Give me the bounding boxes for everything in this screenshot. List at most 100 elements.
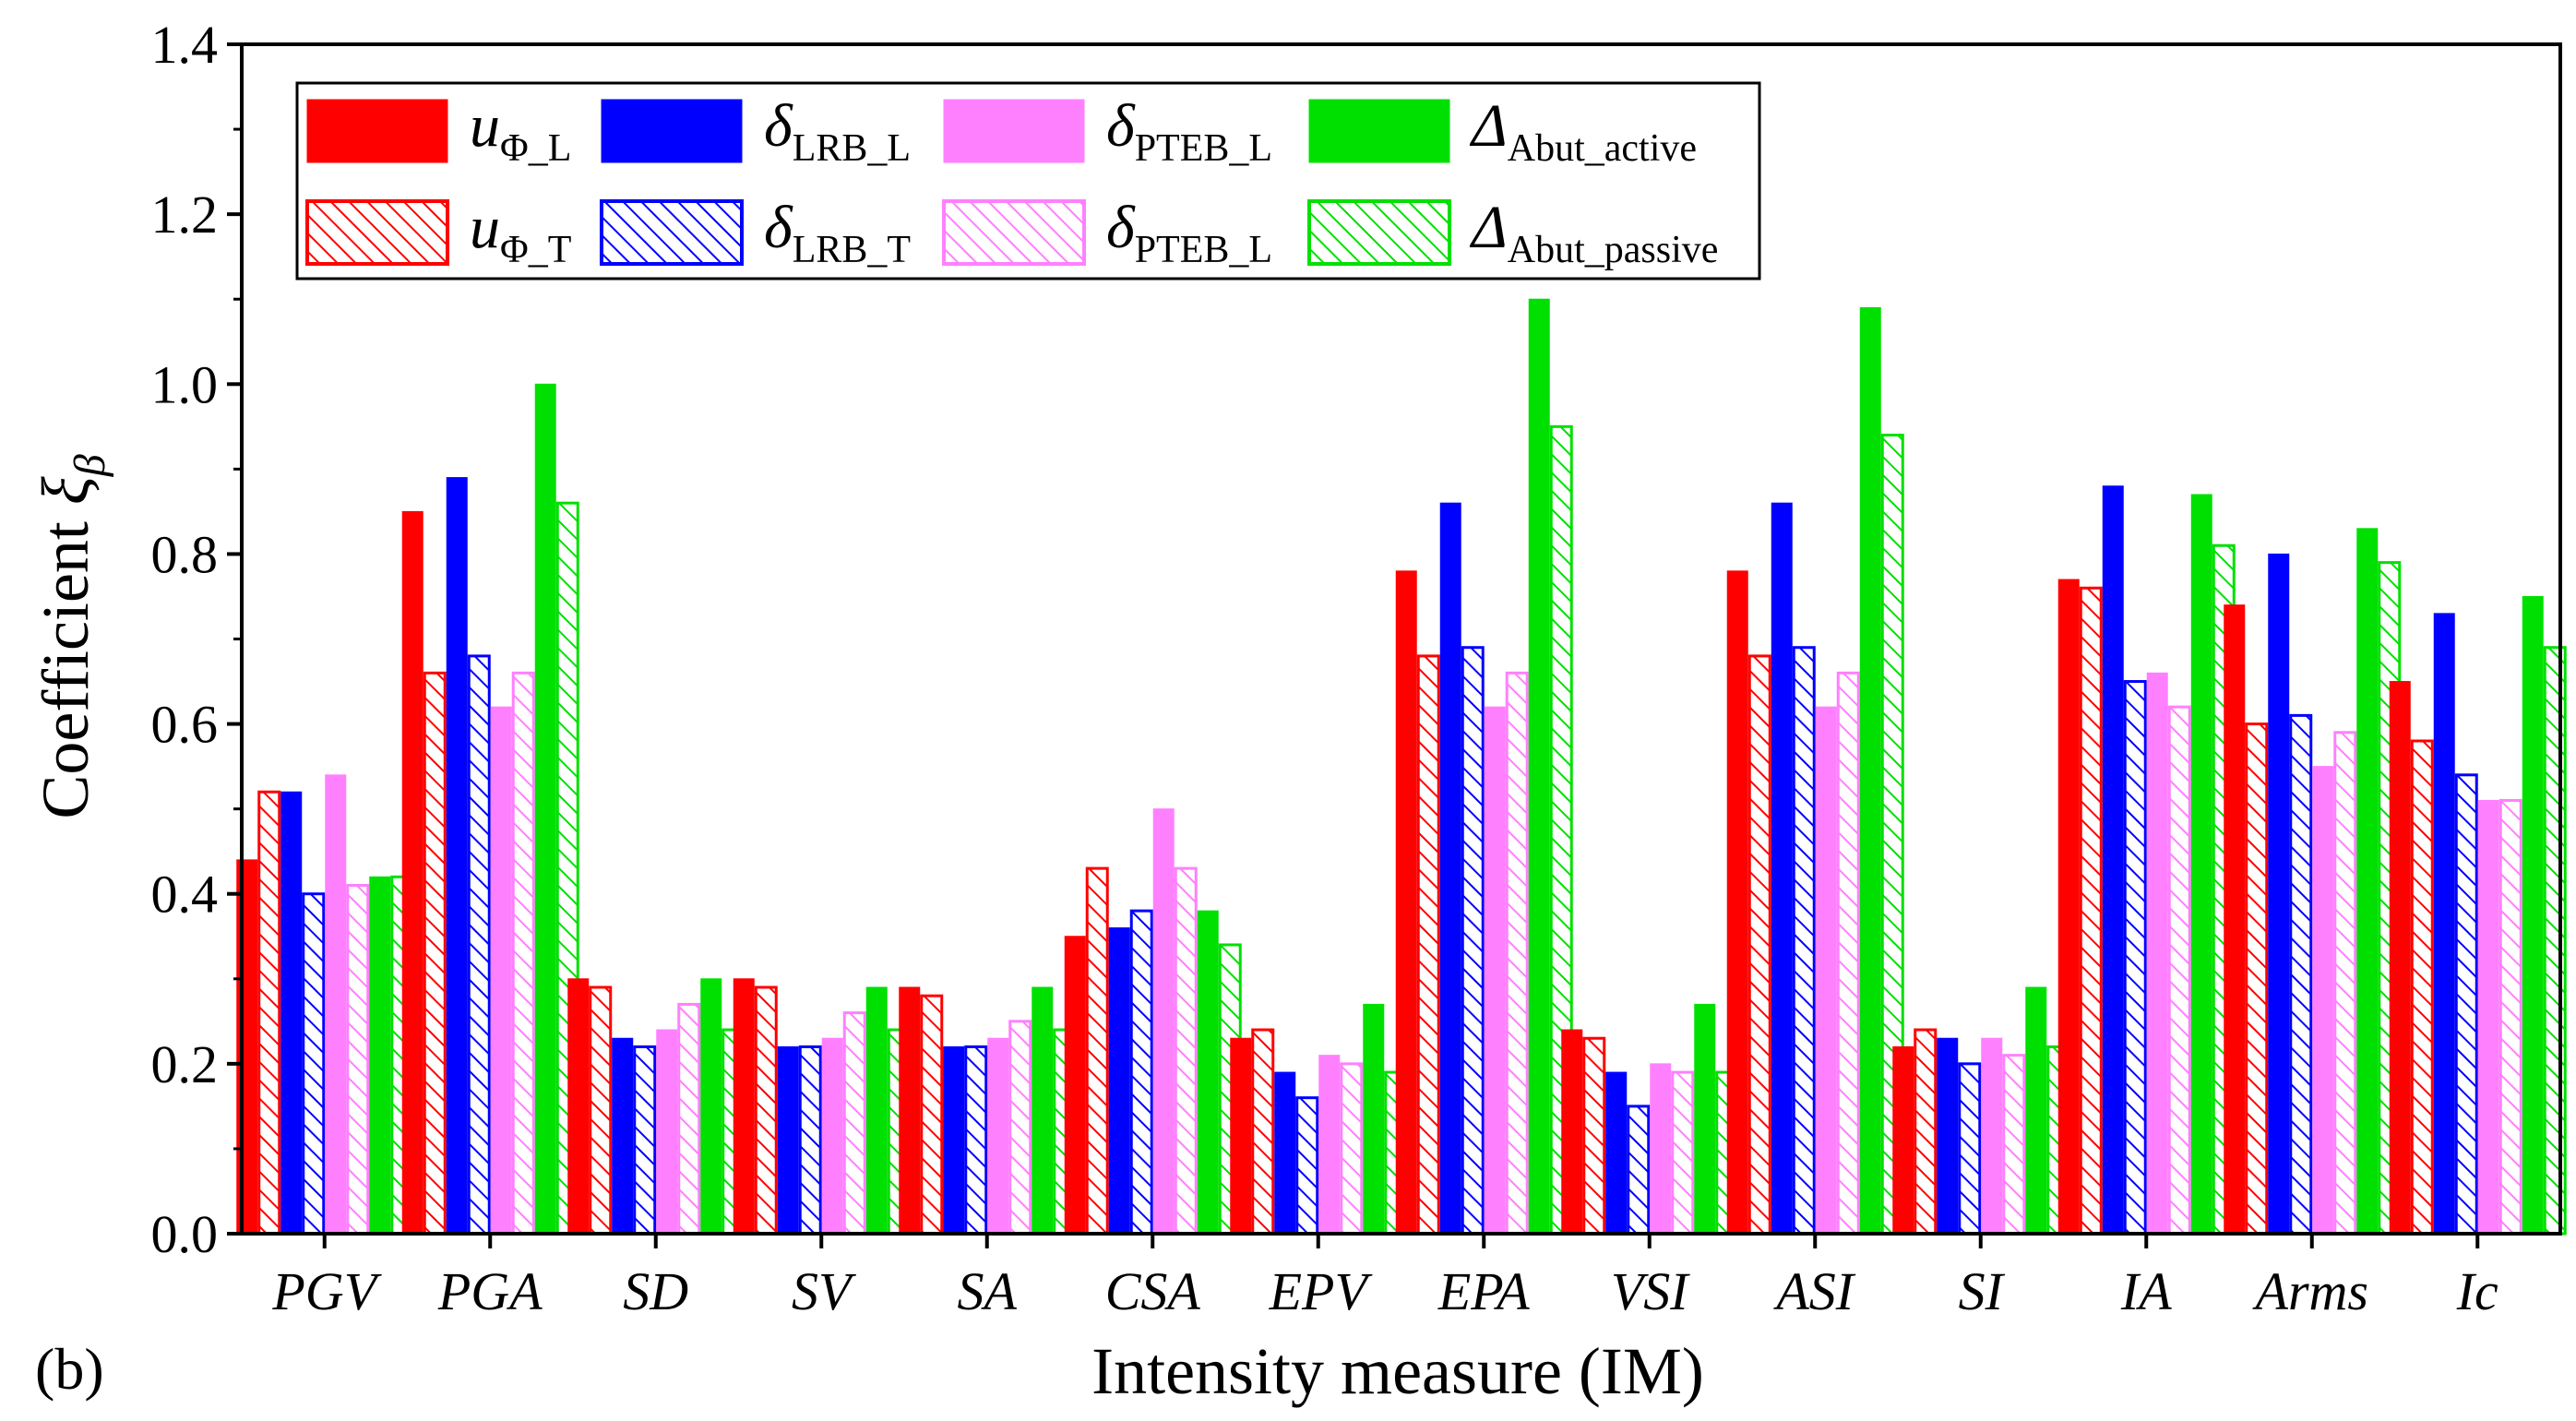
bar-vsi-series-3 bbox=[1605, 1071, 1628, 1235]
y-tick-label: 1.2 bbox=[151, 185, 219, 245]
bar-ic-series-5 bbox=[2477, 799, 2499, 1235]
legend-swatch-4 bbox=[600, 199, 744, 266]
bar-vsi-series-2 bbox=[1582, 1036, 1606, 1236]
x-axis-title: Intensity measure (IM) bbox=[1091, 1334, 1704, 1408]
bar-pga-series-1 bbox=[401, 510, 423, 1235]
x-tick-label-ia: IA bbox=[2120, 1261, 2172, 1321]
bar-ic-series-3 bbox=[2433, 613, 2455, 1235]
bar-csa-series-3 bbox=[1108, 927, 1130, 1235]
bar-arms-series-1 bbox=[2224, 604, 2246, 1235]
legend-label-1: uΦ_L bbox=[470, 92, 571, 170]
bar-sv-series-2 bbox=[754, 985, 778, 1236]
bar-ia-series-6 bbox=[2167, 705, 2191, 1236]
bar-vsi-series-6 bbox=[1671, 1070, 1695, 1236]
bar-sa-series-7 bbox=[1032, 986, 1054, 1235]
bar-sa-series-2 bbox=[920, 994, 944, 1236]
y-tick-label: 0.6 bbox=[151, 695, 219, 755]
bar-epa-series-2 bbox=[1416, 654, 1440, 1236]
bar-ic-series-2 bbox=[2410, 739, 2434, 1236]
bar-si-series-7 bbox=[2025, 986, 2047, 1235]
bar-vsi-series-7 bbox=[1694, 1003, 1716, 1235]
bar-ia-series-2 bbox=[2079, 586, 2103, 1236]
bar-pgv-series-4 bbox=[302, 892, 326, 1236]
bar-ic-series-6 bbox=[2498, 798, 2522, 1236]
bar-sd-series-7 bbox=[700, 978, 722, 1235]
legend-label-6: δPTEB_L bbox=[1106, 194, 1272, 271]
bar-asi-series-7 bbox=[1859, 306, 1881, 1235]
legend-label-3: δLRB_L bbox=[764, 92, 911, 170]
bar-epv-series-3 bbox=[1274, 1071, 1296, 1235]
x-tick-label-pgv: PGV bbox=[271, 1261, 382, 1321]
bar-sa-series-5 bbox=[987, 1037, 1009, 1235]
bar-pga-series-2 bbox=[423, 671, 447, 1236]
legend-label-7: ΔAbut_active bbox=[1469, 92, 1697, 170]
bar-asi-series-5 bbox=[1815, 706, 1837, 1235]
bar-si-series-5 bbox=[1981, 1037, 2003, 1235]
bar-sd-series-4 bbox=[633, 1045, 657, 1236]
bar-csa-series-6 bbox=[1174, 866, 1198, 1236]
bar-ia-series-7 bbox=[2190, 494, 2212, 1235]
bar-csa-series-7 bbox=[1197, 910, 1219, 1235]
bar-epa-series-4 bbox=[1461, 646, 1485, 1236]
y-tick-label: 1.0 bbox=[151, 354, 219, 414]
bar-ia-series-1 bbox=[2057, 579, 2080, 1235]
bar-sv-series-1 bbox=[733, 978, 755, 1235]
bar-epv-series-2 bbox=[1251, 1028, 1275, 1236]
y-axis-title: Coefficient ξβ bbox=[29, 454, 114, 818]
bar-arms-series-3 bbox=[2268, 553, 2290, 1235]
bar-epv-series-6 bbox=[1340, 1062, 1364, 1236]
bar-pga-series-7 bbox=[534, 383, 556, 1235]
bar-epa-series-7 bbox=[1528, 298, 1550, 1235]
bar-epa-series-3 bbox=[1439, 502, 1461, 1235]
bar-ia-series-4 bbox=[2123, 680, 2147, 1236]
x-tick-label-sa: SA bbox=[958, 1261, 1018, 1321]
legend-swatch-7 bbox=[1308, 99, 1450, 163]
bar-vsi-series-5 bbox=[1650, 1063, 1672, 1235]
legend-swatch-1 bbox=[306, 99, 448, 163]
bar-csa-series-1 bbox=[1064, 936, 1086, 1235]
bar-ic-series-4 bbox=[2454, 773, 2478, 1236]
bar-pgv-series-2 bbox=[257, 790, 281, 1236]
bar-pga-series-4 bbox=[467, 654, 491, 1236]
bar-arms-series-6 bbox=[2333, 731, 2357, 1236]
bar-epv-series-1 bbox=[1230, 1037, 1252, 1235]
bar-epv-series-4 bbox=[1295, 1096, 1319, 1236]
y-tick-label: 0.2 bbox=[151, 1034, 219, 1094]
bar-sv-series-7 bbox=[865, 986, 888, 1235]
bar-pga-series-5 bbox=[490, 706, 512, 1235]
bar-sv-series-3 bbox=[777, 1045, 799, 1235]
bar-asi-series-2 bbox=[1747, 654, 1771, 1236]
bar-ic-series-7 bbox=[2522, 595, 2544, 1235]
figure-label: (b) bbox=[35, 1336, 104, 1402]
bar-vsi-series-1 bbox=[1561, 1029, 1583, 1235]
x-tick-label-si: SI bbox=[1959, 1261, 2006, 1321]
bar-sd-series-1 bbox=[567, 978, 590, 1235]
x-tick-label-epv: EPV bbox=[1269, 1261, 1374, 1321]
ticks: 0.0 0.2 0.4 0.6 0.8 1.0 1.2 1.4 PGV PGA SD SV SA CSA E… bbox=[151, 15, 2499, 1321]
bar-epa-series-1 bbox=[1395, 570, 1417, 1235]
legend-swatch-3 bbox=[601, 99, 743, 163]
y-tick-label: 0.4 bbox=[151, 865, 219, 925]
legend-label-2: uΦ_T bbox=[470, 194, 571, 271]
bar-asi-series-3 bbox=[1771, 502, 1793, 1235]
x-tick-label-ic: Ic bbox=[2456, 1261, 2498, 1321]
bar-arms-series-2 bbox=[2245, 722, 2269, 1236]
bar-sa-series-3 bbox=[943, 1045, 965, 1235]
bar-asi-series-4 bbox=[1792, 646, 1816, 1236]
legend-label-8: ΔAbut_passive bbox=[1469, 194, 1718, 271]
bars bbox=[236, 298, 2567, 1236]
bar-asi-series-1 bbox=[1726, 570, 1748, 1235]
bar-ic-series-1 bbox=[2389, 681, 2411, 1235]
bar-pgv-series-6 bbox=[346, 884, 370, 1236]
x-tick-label-vsi: VSI bbox=[1611, 1261, 1690, 1321]
bar-csa-series-5 bbox=[1152, 808, 1175, 1235]
x-tick-label-sd: SD bbox=[623, 1261, 688, 1321]
bar-arms-series-4 bbox=[2289, 713, 2313, 1236]
bar-epa-series-6 bbox=[1505, 671, 1529, 1236]
bar-pga-series-6 bbox=[511, 671, 535, 1236]
bar-asi-series-6 bbox=[1836, 671, 1860, 1236]
bar-arms-series-5 bbox=[2312, 766, 2334, 1235]
bar-epv-series-7 bbox=[1363, 1003, 1385, 1235]
bar-ia-series-3 bbox=[2102, 485, 2124, 1235]
